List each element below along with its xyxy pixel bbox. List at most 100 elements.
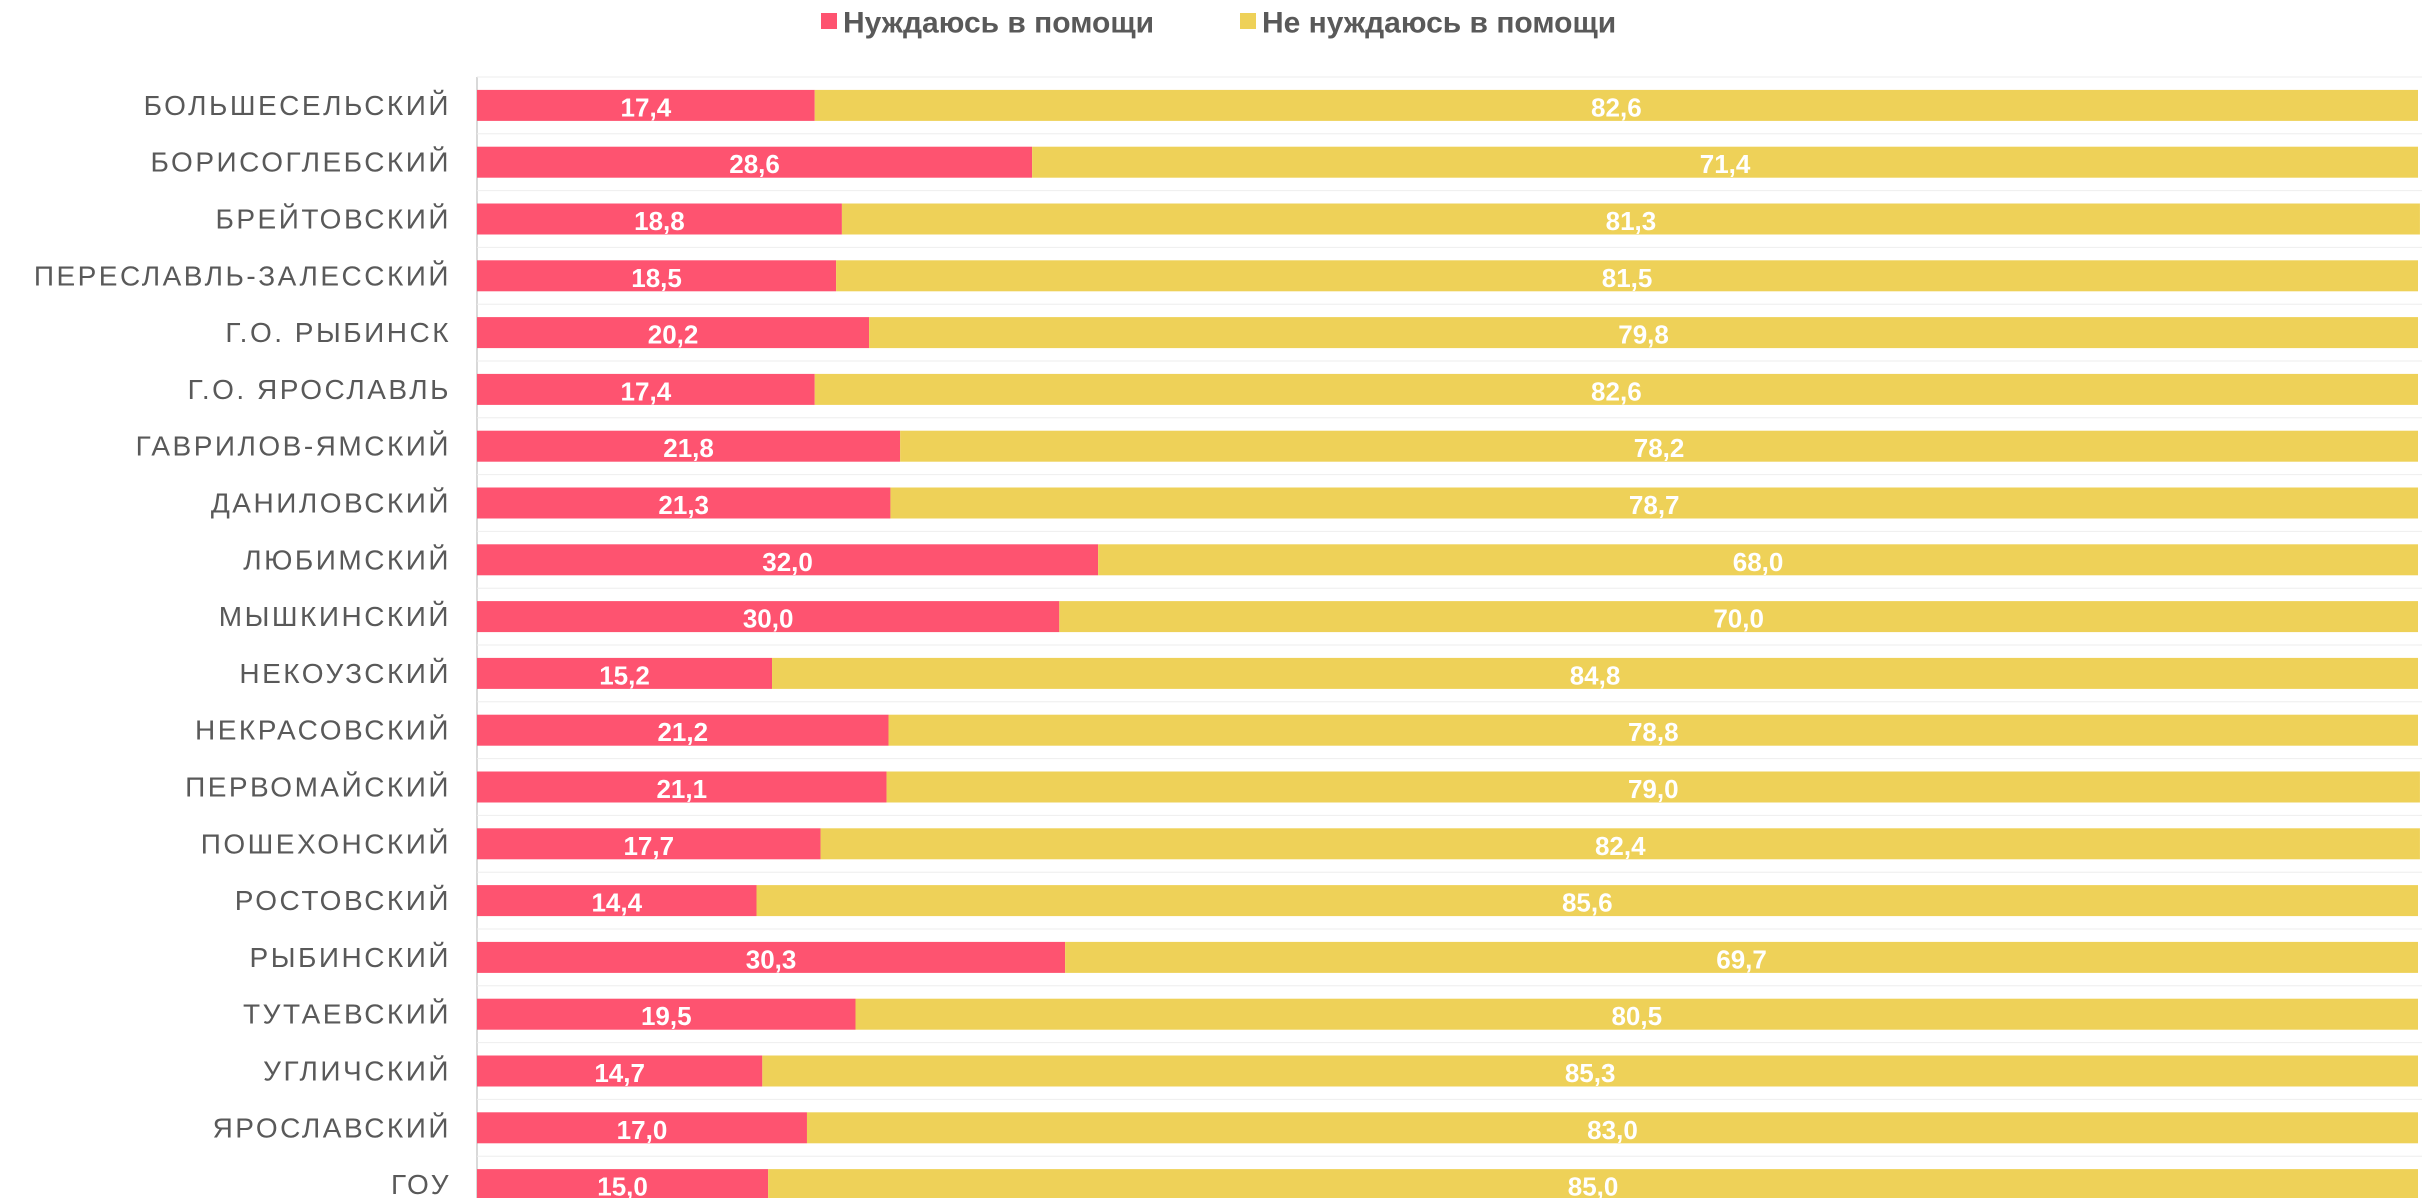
bar-segment [477,771,887,803]
data-label: 84,8 [1570,660,1621,690]
bar-segment [806,1112,2418,1144]
bar-segment [1065,941,2418,973]
bar-segment [477,885,757,917]
data-label: 20,2 [648,320,699,350]
y-tick-label: ЛЮБИМСКИЙ [243,544,451,575]
data-label: 82,6 [1591,92,1642,122]
data-label: 21,8 [663,433,714,463]
data-label: 30,0 [743,604,794,634]
y-tick-label: РОСТОВСКИЙ [235,885,451,916]
bar-segment [477,146,1033,178]
y-tick-label: БОРИСОГЛЕБСКИЙ [150,147,451,178]
bar-segment [477,1112,807,1144]
bar-segment [477,714,889,746]
data-label: 81,5 [1602,263,1653,293]
data-label: 81,3 [1606,206,1657,236]
bar-segment [869,317,2418,349]
bar-segment [477,828,821,860]
y-tick-label: НЕКОУЗСКИЙ [239,658,451,689]
bar-segment [900,430,2419,462]
data-label: 85,6 [1562,888,1613,918]
data-label: 17,4 [621,92,672,122]
bar-segment [836,260,2419,292]
data-label: 32,0 [762,547,813,577]
y-tick-label: ГОУ [391,1169,451,1198]
data-label: 82,6 [1591,376,1642,406]
data-label: 70,0 [1713,604,1764,634]
data-label: 21,2 [657,717,708,747]
y-tick-label: ДАНИЛОВСКИЙ [211,488,451,519]
y-tick-label: ПЕРВОМАЙСКИЙ [185,772,451,803]
bar-segment [1098,544,2418,576]
data-label: 18,8 [634,206,685,236]
y-tick-label: ПОШЕХОНСКИЙ [201,828,451,859]
bar-segment [841,203,2420,235]
bar-segment [477,317,870,349]
data-label: 85,0 [1568,1172,1619,1198]
bar-segment [762,1055,2418,1087]
y-tick-label: БОЛЬШЕСЕЛЬСКИЙ [144,90,451,121]
y-tick-label: Г.О. ЯРОСЛАВЛЬ [188,374,451,405]
bar-segment [477,601,1060,633]
legend-label: Не нуждаюсь в помощи [1262,7,1616,40]
y-tick-label: БРЕЙТОВСКИЙ [215,204,451,235]
bar-segment [814,373,2418,405]
data-label: 79,0 [1628,774,1679,804]
bar-segment [477,203,842,235]
bar-segment [1032,146,2418,178]
y-tick-label: ЯРОСЛАВСКИЙ [213,1112,451,1143]
y-tick-label: РЫБИНСКИЙ [250,942,451,973]
bar-segment [477,430,901,462]
data-label: 14,4 [591,888,642,918]
bar-segment [477,1055,763,1087]
bar-segment [1059,601,2418,633]
data-label: 19,5 [641,1001,692,1031]
data-label: 21,1 [656,774,707,804]
bar-segment [890,487,2418,519]
bar-segment [477,941,1066,973]
bar-segment [886,771,2420,803]
bar-segment [477,89,815,121]
bar-segment [820,828,2420,860]
data-label: 17,0 [617,1115,668,1145]
data-label: 85,3 [1565,1058,1616,1088]
bar-segment [477,1169,769,1198]
bar-segment [477,487,891,519]
data-label: 78,7 [1629,490,1680,520]
bar-segment [814,89,2418,121]
bar-segment [855,998,2418,1030]
data-label: 80,5 [1611,1001,1662,1031]
bar-segment [888,714,2419,746]
bar-segment [768,1169,2418,1198]
y-tick-label: ПЕРЕСЛАВЛЬ-ЗАЛЕССКИЙ [34,260,451,291]
bar-segment [756,885,2418,917]
bar-segment [477,373,815,405]
data-label: 78,8 [1628,717,1679,747]
data-label: 15,2 [599,660,650,690]
y-tick-label: НЕКРАСОВСКИЙ [195,715,451,746]
bar-segment [477,260,837,292]
data-label: 69,7 [1716,944,1767,974]
y-tick-label: УГЛИЧСКИЙ [263,1056,451,1087]
legend-label: Нуждаюсь в помощи [843,7,1154,40]
data-label: 71,4 [1700,149,1751,179]
y-tick-label: ТУТАЕВСКИЙ [243,999,451,1030]
data-label: 14,7 [594,1058,645,1088]
y-tick-label: ГАВРИЛОВ-ЯМСКИЙ [136,431,451,462]
data-label: 28,6 [729,149,780,179]
data-label: 21,3 [658,490,709,520]
data-label: 68,0 [1733,547,1784,577]
data-label: 30,3 [746,944,797,974]
legend-marker [821,13,837,29]
data-label: 82,4 [1595,831,1646,861]
data-label: 83,0 [1587,1115,1638,1145]
data-label: 17,4 [621,376,672,406]
legend-marker [1240,13,1256,29]
bar-segment [477,544,1099,576]
data-label: 78,2 [1634,433,1685,463]
data-label: 79,8 [1618,320,1669,350]
data-label: 18,5 [631,263,682,293]
bar-segment [477,998,856,1030]
data-label: 15,0 [597,1172,648,1198]
